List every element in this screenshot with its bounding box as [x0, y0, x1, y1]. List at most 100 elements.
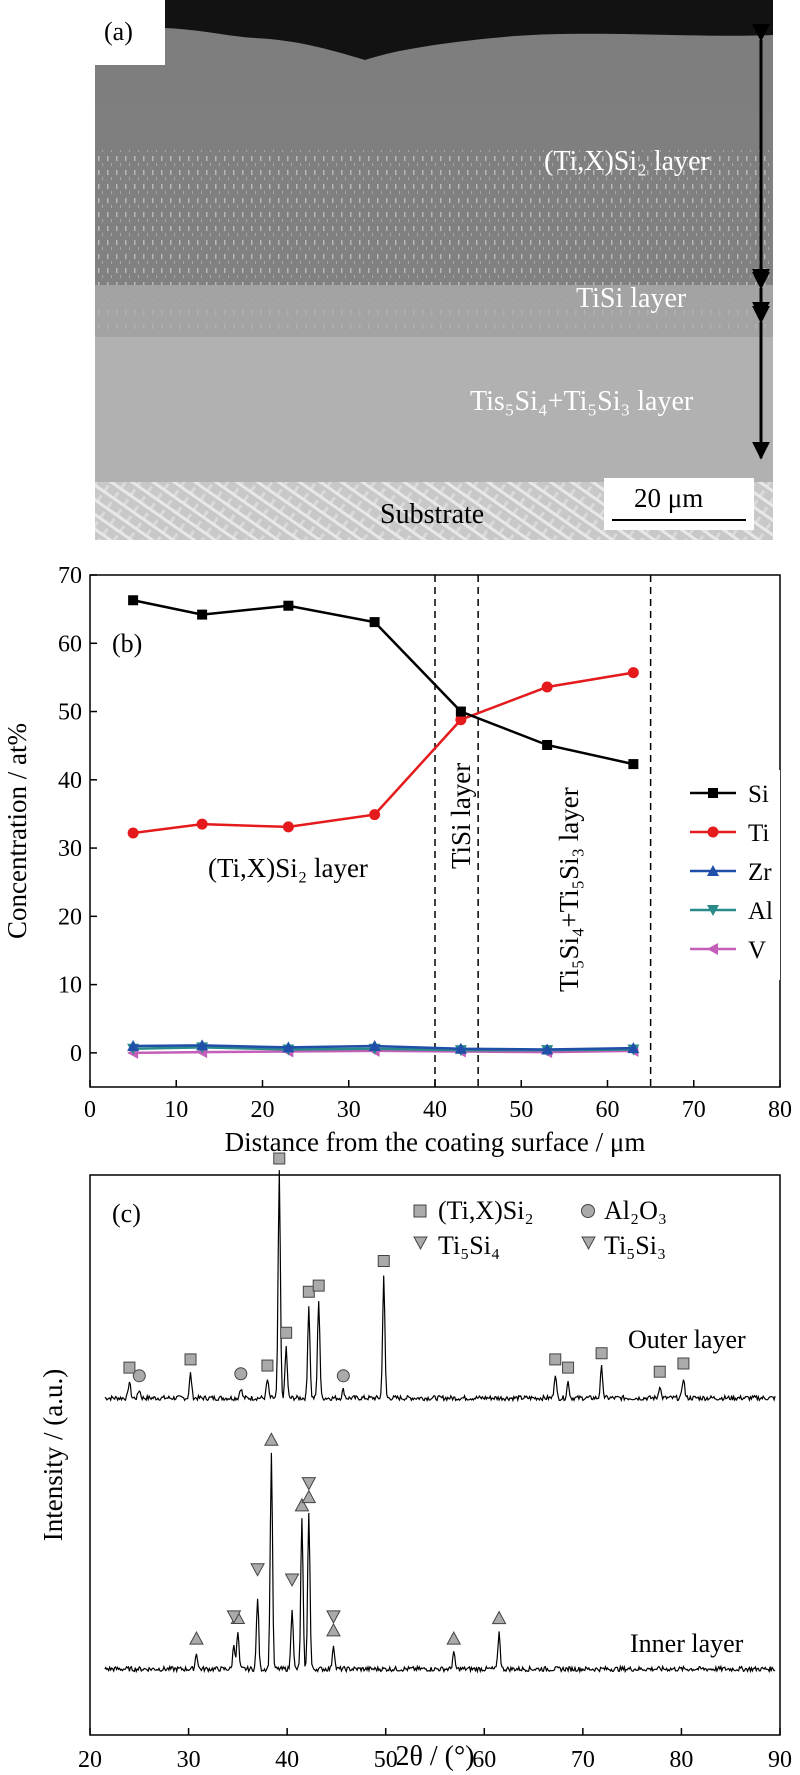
chart-b-layer1: (Ti,X)Si₂ layer: [208, 853, 368, 883]
data-point-si: [369, 617, 380, 628]
x-tick-label: 10: [164, 1097, 188, 1123]
y-tick-label: 10: [58, 973, 82, 999]
x-tick-label: 50: [509, 1097, 533, 1123]
legend-marker-si: [708, 788, 718, 798]
tixsi2-peak-marker: [549, 1353, 562, 1366]
data-point-ti: [541, 681, 553, 693]
x-tick-label: 90: [768, 1747, 792, 1773]
x-tick-label: 70: [571, 1747, 595, 1773]
x-tick-label: 60: [472, 1747, 496, 1773]
legend-label-si: Si: [748, 781, 769, 808]
y-tick-label: 40: [58, 768, 82, 794]
data-point-zr: [127, 1040, 140, 1052]
tixsi2-peak-marker: [595, 1347, 608, 1360]
y-tick-label: 50: [58, 700, 82, 726]
legend-tixsi2: (Ti,X)Si₂: [438, 1196, 534, 1225]
tixsi2-peak-marker: [312, 1279, 325, 1292]
y-tick-label: 0: [70, 1041, 82, 1067]
data-point-zr: [454, 1042, 467, 1054]
chart-b-ylabel: Concentration / at%: [2, 723, 32, 939]
concentration-chart: (b) (Ti,X)Si₂ layer TiSi layer Ti₅Si₄+Ti…: [2, 563, 792, 1157]
data-point-zr: [196, 1039, 209, 1051]
legend-marker-zr: [707, 865, 719, 876]
legend-ti5si3: Ti₅Si₃: [604, 1231, 666, 1260]
layer2-label: TiSi layer: [576, 283, 687, 314]
x-tick-label: 70: [682, 1097, 706, 1123]
mount-resin: [165, 0, 773, 60]
ti5si3-peak-marker: [250, 1563, 265, 1577]
data-point-ti: [127, 827, 139, 839]
tixsi2-peak-marker: [273, 1152, 286, 1165]
x-tick-label: 60: [596, 1097, 620, 1123]
label-box: [95, 0, 165, 65]
tixsi2-peak-marker: [184, 1353, 197, 1366]
legend-marker-v: [707, 943, 718, 955]
data-point-zr: [282, 1041, 295, 1053]
layer3-label: Tis₅Si₄+Ti₅Si₃ layer: [470, 386, 694, 417]
tixsi2-peak-marker: [261, 1359, 274, 1372]
chart-c-ylabel: Intensity / (a.u.): [38, 1369, 68, 1541]
data-point-ti: [455, 714, 467, 726]
legend-label-zr: Zr: [748, 859, 772, 886]
inner-layer-label: Inner layer: [630, 1629, 744, 1658]
data-point-si: [455, 706, 466, 717]
inner-layer-region: [95, 337, 773, 482]
tixsi2-peak-marker: [302, 1285, 315, 1298]
legend-up-triangle-icon: [413, 1236, 428, 1251]
x-tick-label: 30: [337, 1097, 361, 1123]
ti5si4-peak-marker: [446, 1631, 462, 1645]
legend-down-triangle-icon: [581, 1236, 596, 1251]
y-tick-label: 70: [58, 563, 82, 589]
legend-ti5si4: Ti₅Si₄: [438, 1231, 500, 1260]
panel-b-label: (b): [112, 629, 142, 658]
panel-c-label: (c): [112, 1199, 141, 1228]
al2o3-peak-marker: [234, 1367, 248, 1381]
al2o3-peak-marker: [132, 1369, 146, 1383]
tixsi2-peak-marker: [562, 1361, 575, 1374]
data-point-ti: [196, 818, 208, 830]
layer1-label: (Ti,X)Si₂ layer: [544, 146, 711, 177]
ti5si4-peak-marker: [326, 1622, 341, 1637]
tixsi2-peak-marker: [280, 1326, 293, 1339]
tixsi2-peak-marker: [123, 1361, 136, 1374]
data-point-ti: [282, 821, 294, 833]
tixsi2-peak-marker: [653, 1365, 666, 1378]
chart-b-legend-bg: [675, 770, 780, 980]
x-tick-label: 80: [768, 1097, 792, 1123]
legend-label-ti: Ti: [748, 820, 769, 847]
chart-b-xlabel: Distance from the coating surface / μm: [225, 1127, 646, 1157]
ti5si4-peak-marker: [301, 1489, 317, 1504]
data-point-zr: [627, 1042, 640, 1054]
substrate-label: Substrate: [380, 499, 484, 530]
ti5si4-peak-marker: [189, 1631, 204, 1645]
tixsi2-peak-marker: [677, 1357, 690, 1370]
y-tick-label: 20: [58, 904, 82, 930]
inner-layer-pattern: [104, 1452, 776, 1674]
ti5si3-peak-marker: [284, 1573, 300, 1588]
legend-al2o3: Al₂O₃: [604, 1196, 667, 1225]
y-tick-label: 60: [58, 631, 82, 657]
x-tick-label: 30: [177, 1747, 201, 1773]
sem-image: [95, 0, 773, 540]
legend-label-v: V: [748, 937, 766, 964]
sem-micrograph: [95, 0, 773, 540]
data-point-zr: [368, 1040, 381, 1052]
ti5si4-peak-marker: [264, 1432, 279, 1446]
legend-square-icon: [413, 1204, 427, 1218]
x-tick-label: 40: [275, 1747, 299, 1773]
x-tick-label: 20: [78, 1747, 102, 1773]
legend-circle-icon: [581, 1204, 595, 1218]
data-point-si: [197, 609, 208, 620]
data-point-si: [128, 595, 139, 606]
data-point-si: [628, 759, 639, 770]
legend-marker-ti: [707, 826, 719, 838]
series-line-si: [132, 599, 634, 766]
al2o3-peak-marker: [336, 1369, 350, 1383]
data-point-si: [283, 600, 294, 611]
x-tick-label: 40: [423, 1097, 447, 1123]
chart-b-layer2: TiSi layer: [446, 763, 476, 869]
precipitate-texture: [95, 150, 773, 285]
panel-a-label: (a): [104, 17, 133, 46]
tisi-texture: [95, 300, 773, 330]
